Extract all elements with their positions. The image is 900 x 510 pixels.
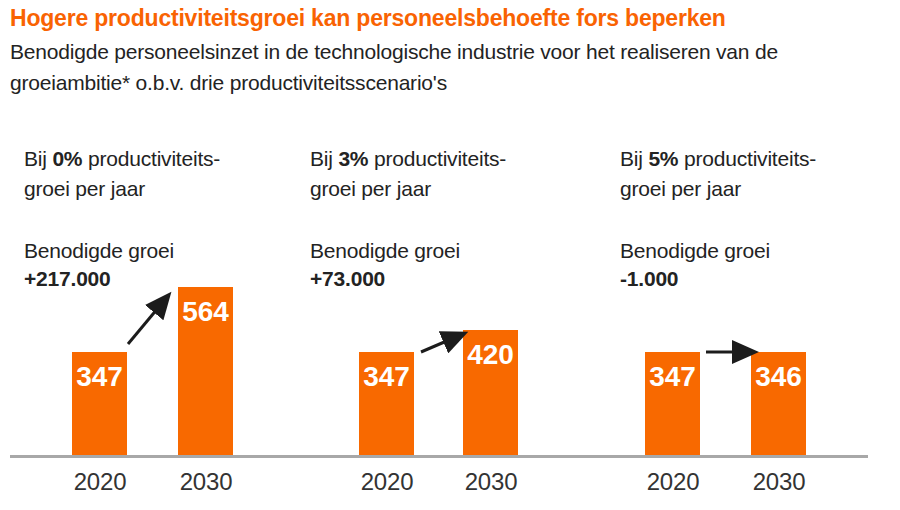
scenario-2-pct: 3% [338, 147, 368, 170]
bar-scenario2-2030: 420 [463, 330, 518, 456]
bar-scenario3-2030: 346 [751, 352, 806, 456]
scenario-1-header: Bij 0% productiviteits- groei per jaar [24, 144, 304, 204]
scenario-3-header: Bij 5% productiviteits- groei per jaar [620, 144, 900, 204]
bar-scenario1-2030: 564 [178, 287, 233, 456]
bar-value-label: 346 [751, 361, 806, 393]
year-label-scenario3-2030: 2030 [731, 468, 827, 496]
year-label-scenario2-2020: 2020 [339, 468, 435, 496]
baseline-axis [10, 455, 868, 458]
scenario-1-growth-value: +217.000 [24, 267, 111, 290]
subtitle-line-1: Benodigde personeelsinzet in de technolo… [10, 40, 778, 63]
scenario-3-pct: 5% [648, 147, 678, 170]
scenario-3-growth-value: -1.000 [620, 267, 678, 290]
bar-value-label: 420 [463, 339, 518, 371]
bar-value-label: 564 [178, 296, 233, 328]
trend-arrow-up-scenario2-icon [421, 340, 449, 352]
scenario-2-column: Bij 3% productiviteits- groei per jaar B… [310, 144, 590, 293]
scenario-2-header: Bij 3% productiviteits- groei per jaar [310, 144, 590, 204]
scenario-1-pct: 0% [52, 147, 82, 170]
bar-value-label: 347 [72, 361, 127, 393]
year-label-scenario1-2030: 2030 [158, 468, 254, 496]
scenario-1-column: Bij 0% productiviteits- groei per jaar B… [24, 144, 304, 293]
scenario-3-growth-summary: Benodigde groei -1.000 [620, 237, 900, 293]
scenario-1-growth-summary: Benodigde groei +217.000 [24, 237, 304, 293]
chart-title: Hogere productiviteitsgroei kan personee… [10, 5, 726, 32]
bar-scenario3-2020: 347 [645, 352, 700, 456]
scenario-3-column: Bij 5% productiviteits- groei per jaar B… [620, 144, 900, 293]
bar-value-label: 347 [359, 361, 414, 393]
scenario-2-growth-summary: Benodigde groei +73.000 [310, 237, 590, 293]
year-label-scenario3-2020: 2020 [625, 468, 721, 496]
trend-arrow-up-scenario1-icon [128, 308, 158, 344]
chart-subtitle: Benodigde personeelsinzet in de technolo… [10, 36, 778, 98]
year-label-scenario2-2030: 2030 [443, 468, 539, 496]
bar-scenario2-2020: 347 [359, 352, 414, 456]
year-label-scenario1-2020: 2020 [52, 468, 148, 496]
bar-value-label: 347 [645, 361, 700, 393]
scenario-2-growth-value: +73.000 [310, 267, 385, 290]
bar-scenario1-2020: 347 [72, 352, 127, 456]
chart-canvas: Hogere productiviteitsgroei kan personee… [0, 0, 900, 510]
subtitle-line-2: groeiambitie* o.b.v. drie productiviteit… [10, 71, 447, 94]
